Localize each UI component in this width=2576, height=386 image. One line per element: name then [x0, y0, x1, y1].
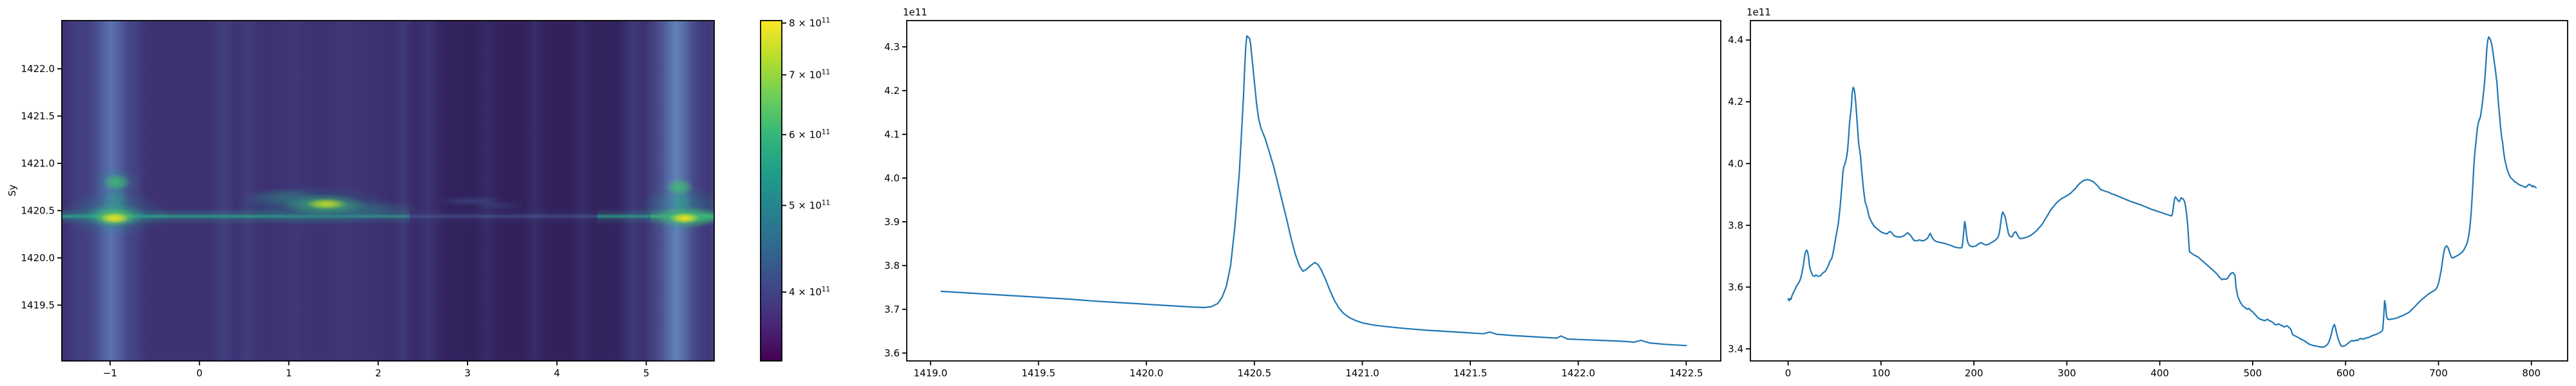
spectrum-series-line [940, 35, 1687, 347]
drift-x-tick-label: 100 [1872, 367, 1891, 379]
heatmap-x-tick-label: 5 [643, 367, 650, 379]
spectrum-frame [906, 20, 1721, 362]
drift-y-tick-label: 3.6 [1728, 281, 1743, 293]
spectrum-x-tick-label: 1421.5 [1454, 367, 1488, 379]
spectrum-y-tick-label: 3.7 [884, 304, 900, 315]
spectrum-x-tick-label: 1420.0 [1130, 367, 1164, 379]
heatmap-y-tick-label: 1422.0 [21, 63, 55, 75]
heatmap-x-tick-label: 2 [375, 367, 381, 379]
spectrum-y-tick-label: 4.1 [884, 129, 900, 140]
spectrum-x-tick-label: 1420.5 [1238, 367, 1272, 379]
spectrum-x-tick-label: 1421.0 [1345, 367, 1379, 379]
heatmap-x-tick-label: 3 [464, 367, 471, 379]
spectrum-y-tick-label: 4.0 [884, 172, 900, 184]
heatmap-x-tick-label: 0 [196, 367, 203, 379]
heatmap-ylabel: Sy [6, 185, 18, 197]
drift-y-tick-label: 4.0 [1728, 158, 1743, 169]
drift-series-line [1787, 36, 2537, 348]
heatmap-y-tick-label: 1420.0 [21, 252, 55, 264]
spectrum-y-tick-label: 4.3 [884, 41, 900, 53]
spectrum-y-tick-label: 4.2 [884, 85, 900, 96]
heatmap-x-tick-label: 1 [286, 367, 292, 379]
colorbar-frame [760, 20, 782, 362]
spectrum-y-tick-label: 3.6 [884, 347, 900, 359]
heatmap-y-tick-label: 1421.5 [21, 110, 55, 122]
spectrum-x-tick-label: 1422.5 [1669, 367, 1703, 379]
heatmap-x-tick-label: 4 [554, 367, 560, 379]
drift-offset-label: 1e11 [1747, 6, 1771, 18]
drift-x-tick-label: 500 [2244, 367, 2262, 379]
drift-x-tick-label: 800 [2522, 367, 2541, 379]
colorbar-tick-label: 7 × 1011 [789, 68, 830, 80]
spectrum-y-tick-label: 3.9 [884, 216, 900, 228]
heatmap-y-tick-label: 1421.0 [21, 158, 55, 169]
waterfall-heatmap-image [62, 21, 714, 361]
drift-frame [1750, 20, 2568, 362]
colorbar-tick-label: 6 × 1011 [789, 128, 830, 140]
drift-x-tick-label: 300 [2058, 367, 2076, 379]
spectrum-x-tick-label: 1422.0 [1561, 367, 1595, 379]
drift-x-tick-label: 600 [2336, 367, 2355, 379]
drift-y-tick-label: 4.2 [1728, 96, 1743, 107]
spectrum-x-tick-label: 1419.5 [1021, 367, 1056, 379]
drift-x-tick-label: 400 [2150, 367, 2169, 379]
drift-x-tick-label: 700 [2429, 367, 2448, 379]
drift-y-tick-label: 3.8 [1728, 219, 1743, 231]
colorbar-tick-label: 8 × 1011 [789, 17, 830, 29]
heatmap-y-tick-label: 1420.5 [21, 205, 55, 216]
colorbar-tick-label: 4 × 1011 [789, 286, 830, 298]
spectrum-x-tick-label: 1419.0 [914, 367, 948, 379]
drift-y-tick-label: 3.4 [1728, 343, 1743, 354]
drift-x-tick-label: 200 [1965, 367, 1984, 379]
heatmap-y-tick-label: 1419.5 [21, 299, 55, 311]
drift-x-tick-label: 0 [1785, 367, 1792, 379]
drift-y-tick-label: 4.4 [1728, 34, 1743, 46]
heatmap-frame [61, 20, 715, 362]
spectrum-offset-label: 1e11 [903, 6, 927, 18]
spectrum-y-tick-label: 3.8 [884, 260, 900, 271]
colorbar-gradient [761, 21, 782, 361]
heatmap-x-tick-label: −1 [103, 367, 117, 379]
colorbar-tick-label: 5 × 1011 [789, 199, 830, 211]
